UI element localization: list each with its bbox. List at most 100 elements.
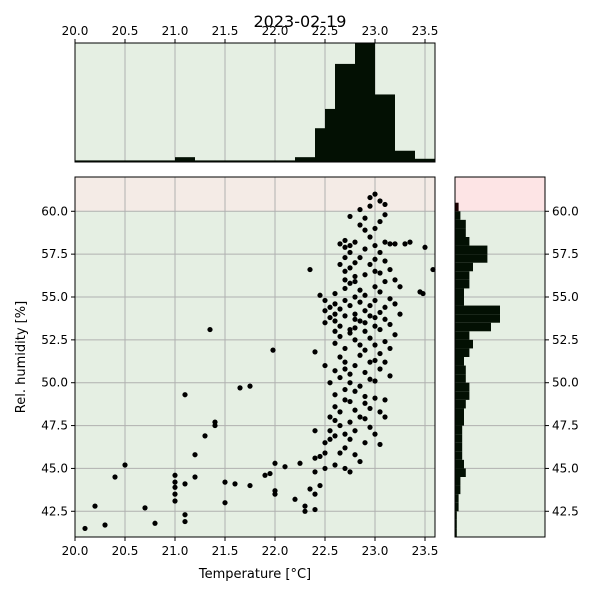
scatter-point-143 [367, 302, 373, 309]
right-hist-bar-13 [455, 417, 464, 426]
scatter-point-112 [352, 311, 358, 317]
x-tick-label-2: 21.0 [162, 544, 189, 558]
scatter-point-159 [372, 191, 378, 197]
scatter-point-0 [82, 525, 88, 532]
scatter-point-56 [327, 414, 333, 420]
scatter-point-7 [172, 498, 178, 504]
scatter-point-104 [347, 242, 353, 249]
scatter-point-49 [322, 450, 328, 456]
right-hist-bar-9 [455, 451, 463, 460]
scatter-point-75 [337, 333, 343, 340]
scatter-point-96 [347, 398, 353, 405]
right-y-tick-label-1: 45.0 [552, 461, 579, 475]
scatter-point-61 [332, 417, 338, 424]
scatter-point-214 [362, 227, 368, 233]
scatter-point-94 [347, 436, 353, 442]
scatter-point-37 [302, 503, 308, 509]
right-hist-bar-30 [455, 271, 470, 280]
scatter-point-51 [322, 320, 328, 326]
scatter-point-100 [347, 302, 353, 309]
scatter-point-57 [327, 314, 333, 321]
scatter-point-48 [322, 465, 328, 472]
scatter-point-39 [307, 266, 313, 273]
scatter-point-181 [387, 321, 393, 328]
scatter-point-185 [392, 332, 398, 338]
scatter-point-131 [362, 328, 368, 334]
scatter-point-155 [372, 284, 378, 290]
scatter-point-31 [272, 488, 278, 494]
scatter-point-69 [332, 290, 338, 297]
scatter-point-53 [322, 297, 328, 304]
scatter-point-187 [392, 277, 398, 283]
scatter-point-92 [342, 237, 348, 244]
scatter-point-109 [352, 362, 358, 369]
scatter-point-1 [92, 503, 98, 509]
right-hist-band-1 [455, 177, 545, 212]
top-x-tick-label-2: 21.0 [162, 24, 189, 38]
scatter-point-127 [362, 400, 368, 406]
scatter-point-132 [362, 320, 368, 326]
scatter-point-188 [392, 241, 398, 247]
scatter-point-16 [192, 474, 198, 480]
top-x-tick-label-7: 23.5 [412, 24, 439, 38]
scatter-point-81 [342, 431, 348, 437]
right-y-tick-label-3: 50.0 [552, 376, 579, 390]
scatter-point-42 [312, 469, 318, 475]
scatter-point-9 [172, 484, 178, 490]
scatter-point-218 [347, 213, 353, 220]
right-hist-bar-7 [455, 468, 466, 477]
scatter-point-28 [262, 472, 268, 478]
right-hist-bar-21 [455, 348, 470, 357]
right-hist-frame [454, 176, 546, 538]
scatter-point-136 [362, 246, 368, 252]
scatter-point-76 [337, 323, 343, 329]
top-x-tick-label-6: 23.0 [362, 24, 389, 38]
scatter-point-63 [332, 392, 338, 398]
plot-frame [74, 176, 436, 538]
right-hist-bar-15 [455, 399, 466, 409]
scatter-point-68 [332, 301, 338, 307]
scatter-point-175 [382, 278, 388, 285]
scatter-point-29 [267, 470, 273, 477]
right-y-tick-label-7: 60.0 [552, 204, 579, 218]
scatter-point-18 [202, 433, 208, 439]
scatter-point-32 [272, 460, 278, 466]
scatter-point-215 [372, 268, 378, 274]
right-hist-bar-5 [455, 485, 461, 495]
right-hist-bar-29 [455, 279, 470, 289]
right-hist-bar-10 [455, 442, 463, 452]
right-hist-bar-12 [455, 425, 463, 435]
scatter-point-45 [312, 349, 318, 355]
scatter-point-44 [312, 428, 318, 434]
right-hist-bar-36 [455, 219, 466, 229]
y-tick-label-4: 52.5 [41, 333, 68, 347]
top-hist-bar-0 [75, 160, 95, 162]
scatter-point-26 [247, 383, 253, 389]
scatter-point-120 [357, 352, 363, 358]
x-tick-label-4: 22.0 [262, 544, 289, 558]
right-hist-bar-28 [455, 288, 464, 297]
scatter-point-151 [372, 342, 378, 348]
scatter-point-115 [352, 260, 358, 266]
y-axis-label: Rel. humidity [%] [14, 301, 29, 413]
scatter-point-172 [382, 338, 388, 345]
scatter-point-210 [382, 414, 388, 420]
scatter-point-154 [372, 297, 378, 304]
scatter-point-89 [342, 268, 348, 274]
right-hist-bar-16 [455, 391, 470, 400]
scatter-point-98 [347, 371, 353, 377]
scatter-point-34 [282, 464, 288, 470]
scatter-point-22 [222, 500, 228, 506]
scatter-point-160 [377, 409, 383, 415]
right-hist-bar-11 [455, 434, 463, 443]
scatter-point-102 [347, 265, 353, 271]
scatter-point-20 [212, 419, 218, 425]
scatter-point-139 [367, 405, 373, 412]
scatter-point-208 [372, 378, 378, 384]
scatter-point-24 [232, 481, 238, 487]
scatter-point-180 [387, 345, 393, 352]
scatter-plot: 20.0 20.5 21.0 21.5 22.0 22.5 23.0 23.5 42.5 45.0… [41, 176, 438, 558]
right-y-tick-label-4: 52.5 [552, 333, 579, 347]
scatter-point-123 [357, 287, 363, 293]
top-hist-bar-13 [325, 108, 335, 162]
